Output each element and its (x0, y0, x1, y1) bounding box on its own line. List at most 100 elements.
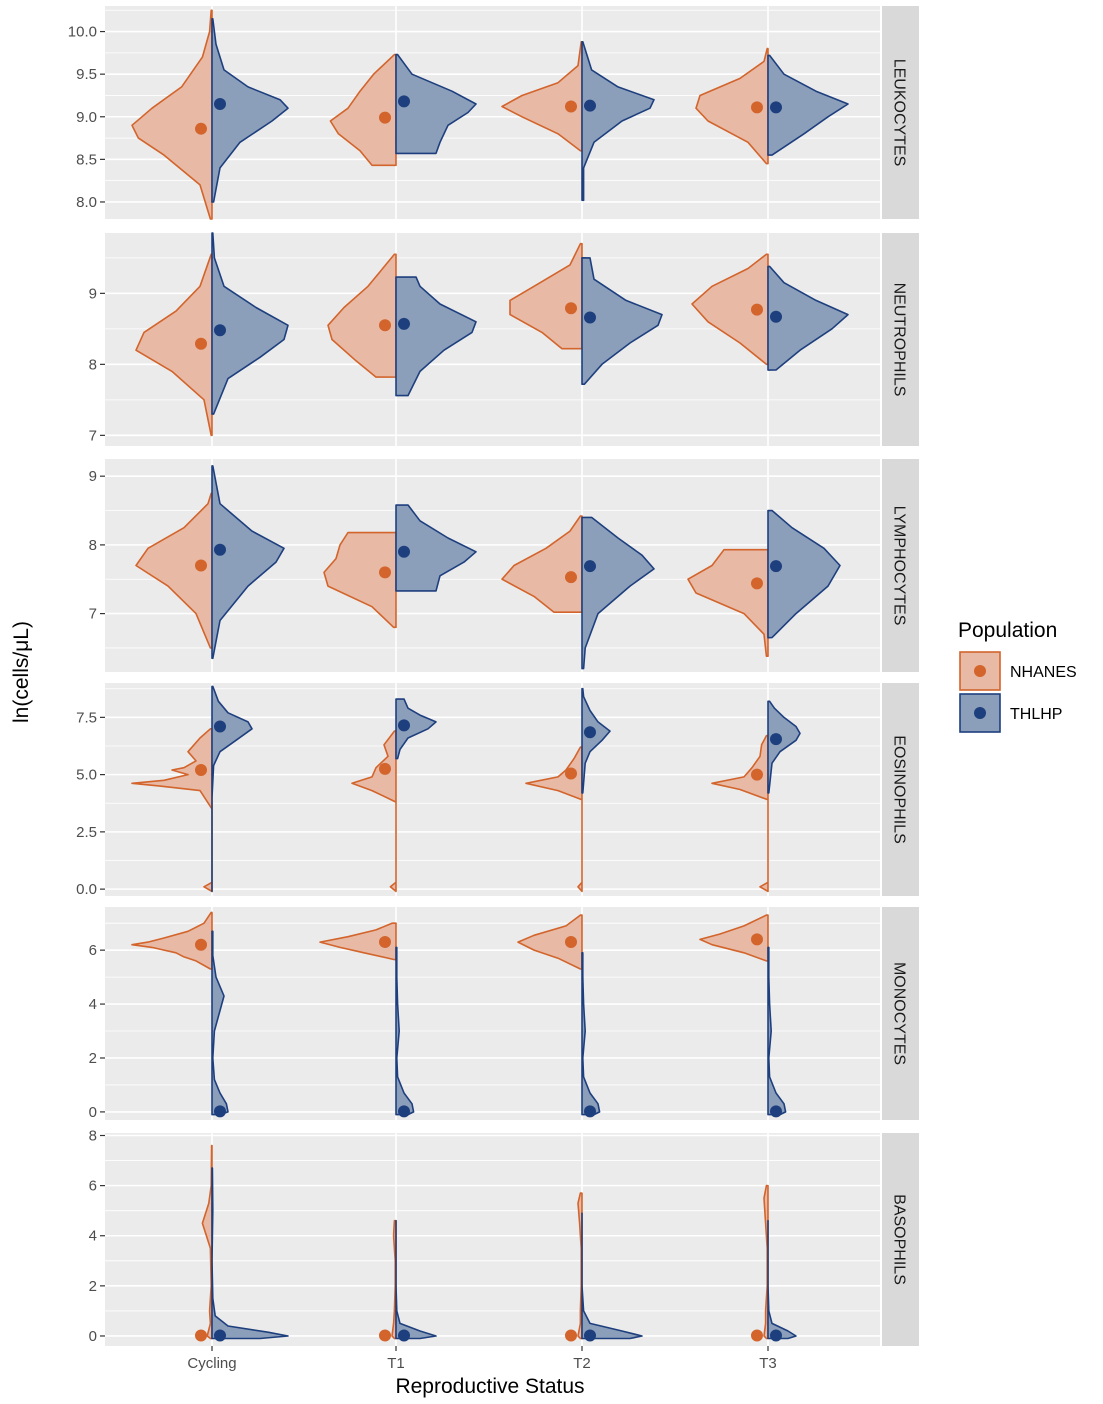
nhanes-mean-point (379, 319, 391, 332)
nhanes-mean-point (565, 767, 577, 780)
thlhp-half-violin (767, 265, 849, 371)
violin-group-cycling (131, 9, 289, 220)
y-tick-label: 10.0 (68, 24, 97, 41)
x-tick-label: T3 (759, 1355, 777, 1372)
y-axis-title: ln(cells/μL) (10, 621, 33, 723)
thlhp-half-violin (767, 509, 841, 639)
violin-group-t1 (319, 922, 415, 1118)
nhanes-half-violin (501, 515, 583, 614)
nhanes-mean-point (379, 762, 391, 775)
nhanes-half-violin (329, 53, 397, 167)
y-tick-label: 4 (89, 1228, 97, 1245)
legend-label: NHANES (1010, 664, 1077, 681)
x-tick-label: T1 (387, 1355, 405, 1372)
y-tick-label: 9 (89, 468, 97, 485)
thlhp-mean-point (214, 1329, 226, 1342)
y-tick-label: 9.0 (76, 109, 97, 126)
thlhp-mean-point (398, 95, 410, 108)
panel-basophils: 0 2 4 6 8 BASOPHILS (89, 1128, 919, 1346)
y-tick-label: 2 (89, 1278, 97, 1295)
y-tick-label: 7.5 (76, 709, 97, 726)
thlhp-mean-point (398, 545, 410, 558)
nhanes-mean-point (751, 933, 763, 946)
nhanes-mean-point (195, 337, 207, 350)
legend-key (959, 693, 1001, 733)
violin-group-cycling (135, 465, 285, 660)
thlhp-half-violin (581, 40, 655, 202)
nhanes-half-violin (131, 9, 213, 220)
legend-key-point (974, 665, 986, 677)
legend-entry-thlhp: THLHP (959, 693, 1062, 733)
facet-strip-label: LYMPHOCYTES (891, 506, 908, 626)
thlhp-mean-point (584, 1329, 596, 1342)
y-tick-label: 0 (89, 1328, 97, 1345)
nhanes-mean-point (379, 566, 391, 579)
violin-group-t1 (379, 1219, 437, 1342)
thlhp-half-violin (211, 1167, 289, 1340)
thlhp-half-violin (581, 1212, 643, 1340)
nhanes-mean-point (379, 111, 391, 124)
y-tick-label: 8 (89, 1128, 97, 1145)
nhanes-mean-point (379, 936, 391, 949)
panel-monocytes: 0 2 4 6 MONOCYTES (89, 907, 919, 1121)
panel-leukocytes: 8.0 8.5 9.0 9.5 10.0 LEUKOCYTES (68, 6, 919, 220)
nhanes-mean-point (751, 101, 763, 114)
thlhp-mean-point (770, 310, 782, 323)
nhanes-mean-point (751, 768, 763, 781)
thlhp-half-violin (395, 946, 415, 1116)
nhanes-mean-point (195, 938, 207, 951)
thlhp-mean-point (214, 543, 226, 556)
thlhp-half-violin (395, 698, 437, 760)
facet-strip (882, 233, 919, 446)
nhanes-mean-point (565, 936, 577, 949)
thlhp-half-violin (395, 276, 477, 397)
thlhp-half-violin (211, 685, 253, 893)
nhanes-half-violin (131, 728, 213, 893)
violin-group-t1 (329, 53, 477, 167)
facet-strip (882, 683, 919, 896)
nhanes-half-violin (699, 914, 769, 962)
violin-group-t3 (695, 47, 849, 165)
panels: 8.0 8.5 9.0 9.5 10.0 LEUKOCYTES 7 8 9 NEUTROPHILS… (68, 6, 919, 1346)
x-tick-label: Cycling (187, 1355, 236, 1372)
thlhp-mean-point (214, 720, 226, 733)
y-tick-label: 7 (89, 606, 97, 623)
thlhp-mean-point (214, 1105, 226, 1118)
thlhp-mean-point (770, 1105, 782, 1118)
thlhp-half-violin (581, 257, 663, 386)
thlhp-half-violin (211, 17, 289, 203)
facet-strip (882, 459, 919, 672)
thlhp-half-violin (395, 53, 477, 155)
violin-group-t3 (687, 509, 841, 657)
nhanes-half-violin (695, 47, 769, 165)
facet-strip-label: MONOCYTES (891, 962, 908, 1065)
thlhp-half-violin (767, 700, 801, 794)
thlhp-half-violin (395, 504, 477, 592)
thlhp-mean-point (398, 1329, 410, 1342)
facet-strip (882, 907, 919, 1120)
nhanes-mean-point (379, 1329, 391, 1342)
y-tick-label: 9.5 (76, 66, 97, 83)
y-tick-label: 8.5 (76, 151, 97, 168)
nhanes-mean-point (565, 100, 577, 113)
violin-group-t2 (565, 1192, 643, 1342)
thlhp-mean-point (214, 97, 226, 110)
panel-eosinophils: 0.0 2.5 5.0 7.5 EOSINOPHILS (76, 683, 919, 898)
y-tick-label: 6 (89, 1178, 97, 1195)
facet-strip (882, 6, 919, 219)
thlhp-mean-point (584, 99, 596, 112)
y-tick-label: 8 (89, 537, 97, 554)
y-tick-label: 0 (89, 1104, 97, 1121)
legend-entries: NHANES THLHP (959, 651, 1077, 733)
panel-lymphocytes: 7 8 9 LYMPHOCYTES (89, 459, 919, 672)
facet-strip-label: LEUKOCYTES (891, 59, 908, 167)
x-tick-label: T2 (573, 1355, 591, 1372)
y-tick-label: 4 (89, 996, 97, 1013)
y-tick-label: 6 (89, 942, 97, 959)
nhanes-mean-point (195, 122, 207, 135)
nhanes-half-violin (691, 253, 769, 366)
legend: Population NHANES THLHP (958, 619, 1077, 733)
thlhp-half-violin (767, 946, 787, 1116)
facet-strip-label: NEUTROPHILS (891, 283, 908, 397)
legend-label: THLHP (1010, 706, 1062, 723)
